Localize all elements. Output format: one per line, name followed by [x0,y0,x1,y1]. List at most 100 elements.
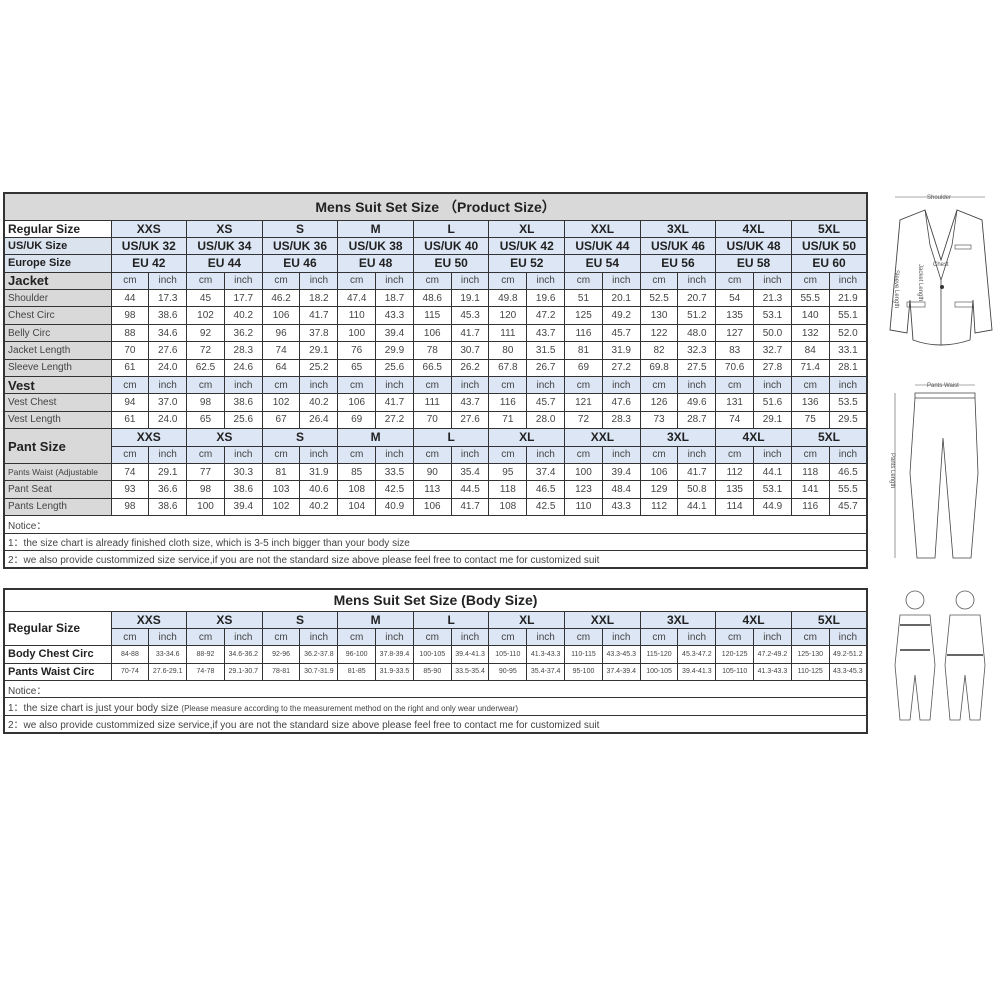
value-cell: 52.5 [639,289,679,308]
value-cell: 28.3 [601,410,641,430]
size-header: US/UK 38 [337,236,414,256]
value-cell: 92-96 [261,645,301,664]
pant-section-label: Pant Size [3,428,112,464]
size-header: 4XL [715,219,792,238]
value-cell: 38.6 [223,393,263,412]
value-cell: 49.2 [601,306,641,325]
value-cell: 19.1 [450,289,490,308]
measurement-row: Sleeve Length 61 24.0 62.5 24.6 64 25.2 65 25.6 6… [3,358,868,378]
value-cell: 30.7-31.9 [299,662,339,682]
size-header: M [337,219,414,238]
value-cell: 122 [639,323,679,343]
unit-inch: inch [375,627,414,647]
unit-cm: cm [488,627,528,647]
value-cell: 18.7 [375,289,414,308]
value-cell: 31.9-33.5 [375,662,414,682]
size-header: XXL [564,428,641,447]
value-cell: 102 [186,306,225,325]
value-cell: 136 [790,393,830,412]
unit-inch: inch [828,271,868,291]
value-cell: 39.4-41.3 [677,662,717,682]
value-cell: 112 [715,462,755,482]
value-cell: 111 [412,393,452,412]
value-cell: 38.6 [148,306,188,325]
value-cell: 110 [337,306,377,325]
value-cell: 29.1-30.7 [223,662,263,682]
value-cell: 43.7 [526,323,566,343]
value-cell: 34.6 [148,323,188,343]
unit-inch: inch [677,376,717,395]
value-cell: 41.7 [450,323,490,343]
value-cell: 48.4 [601,480,641,499]
vest-section-label: Vest [3,376,112,395]
value-cell: 25.2 [299,358,339,378]
unit-inch: inch [450,627,490,647]
value-cell: 45.7 [526,393,566,412]
value-cell: 41.7 [375,393,414,412]
value-cell: 106 [412,497,452,517]
value-cell: 111 [488,323,528,343]
size-header: XS [186,219,263,238]
value-cell: 123 [564,480,603,499]
value-cell: 88-92 [186,645,225,664]
size-row: Regular Size XXS XS S M L XL XXL 3XL 4XL 5XL [3,219,868,238]
europe-size-label: Europe Size [3,254,112,273]
value-cell: 17.3 [148,289,188,308]
size-header: XXL [564,219,641,238]
size-header: EU 58 [715,254,792,273]
unit-cm: cm [488,445,528,464]
value-cell: 74-78 [186,662,225,682]
size-header: US/UK 42 [488,236,566,256]
value-cell: 54 [715,289,755,308]
value-cell: 100 [186,497,225,517]
value-cell: 31.9 [601,341,641,360]
unit-inch: inch [601,271,641,291]
unit-cm: cm [790,627,830,647]
value-cell: 93 [110,480,150,499]
value-cell: 34.6-36.2 [223,645,263,664]
value-cell: 30.3 [223,462,263,482]
value-cell: 49.2-51.2 [828,645,868,664]
shoulder-label: Shoulder [927,195,951,201]
value-cell: 135 [715,480,755,499]
measurement-row: Pants Waist (Adjustable 74 29.1 77 30.3 81 31.… [3,462,868,482]
value-cell: 41.3-43.3 [753,662,792,682]
value-cell: 39.4 [223,497,263,517]
value-cell: 108 [337,480,377,499]
value-cell: 20.1 [601,289,641,308]
value-cell: 28.1 [828,358,868,378]
value-cell: 74 [110,462,150,482]
value-cell: 105-110 [715,662,755,682]
size-row: Europe Size EU 42 EU 44 EU 46 EU 48 EU 50 EU 5… [3,254,868,273]
value-cell: 46.2 [261,289,301,308]
value-cell: 43.7 [450,393,490,412]
value-cell: 47.6 [601,393,641,412]
value-cell: 41.7 [450,497,490,517]
unit-inch: inch [223,627,263,647]
unit-inch: inch [148,627,188,647]
notice-1-detail: (Please measure according to the measure… [181,704,519,714]
unit-row: cm inch cm inch cm inch cm inch cm inch cm inch cm in… [4,627,868,647]
value-cell: 70 [110,341,150,360]
jacket-section-label: Jacket [3,271,112,291]
value-cell: 69 [564,358,603,378]
unit-cm: cm [715,445,755,464]
size-header: EU 56 [639,254,717,273]
value-cell: 37.4-39.4 [601,662,641,682]
notice-row: 1：the size chart is just your body size … [3,697,868,716]
value-cell: 81-85 [337,662,377,682]
unit-cm: cm [412,376,452,395]
unit-cm: cm [412,627,452,647]
size-header: US/UK 46 [639,236,717,256]
value-cell: 120 [488,306,528,325]
notice-row: 2：we also provide custommized size servi… [3,549,868,569]
unit-inch: inch [526,445,566,464]
value-cell: 17.7 [223,289,263,308]
row-label: Pants Waist (Adjustable [3,462,112,482]
value-cell: 21.3 [753,289,792,308]
row-label: Body Chest Circ [3,645,112,664]
value-cell: 36.2 [223,323,263,343]
size-header: US/UK 34 [186,236,263,256]
value-cell: 45.7 [828,497,868,517]
unit-inch: inch [601,376,641,395]
